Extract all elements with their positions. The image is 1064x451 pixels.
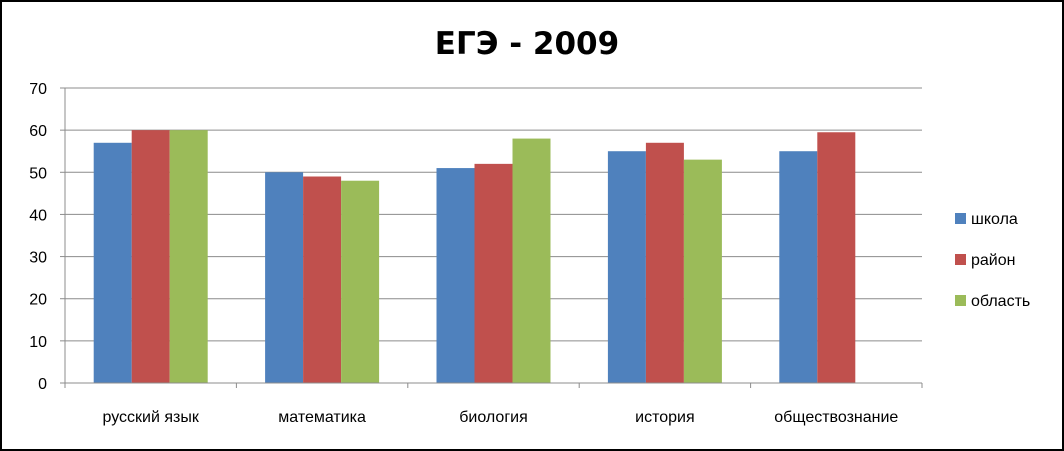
legend-swatch <box>955 295 966 306</box>
legend-label: школа <box>971 211 1018 228</box>
x-axis-category-labels: русский язык математика биология история общ… <box>103 409 899 426</box>
bar-область-математика <box>341 180 380 383</box>
x-category-label: история <box>635 409 694 426</box>
bar-область-русский язык <box>169 130 208 383</box>
legend-label: район <box>971 252 1015 269</box>
y-tick-label: 50 <box>29 165 47 182</box>
x-category-label: математика <box>278 409 366 426</box>
x-category-label: русский язык <box>103 409 200 426</box>
bar-район-русский язык <box>131 130 170 383</box>
y-tick-label: 60 <box>29 123 47 140</box>
y-tick-label: 40 <box>29 207 47 224</box>
bars <box>93 130 856 383</box>
bar-район-биология <box>474 163 513 383</box>
bar-школа-математика <box>265 172 304 383</box>
bar-школа-русский язык <box>93 142 132 383</box>
bar-район-обществознание <box>817 132 856 383</box>
bar-школа-обществознание <box>779 151 818 383</box>
bar-школа-биология <box>436 168 475 383</box>
y-axis-tick-labels: 0 10 20 30 40 50 60 70 <box>29 81 47 393</box>
y-tick-label: 10 <box>29 334 47 351</box>
chart-title: ЕГЭ - 2009 <box>435 26 619 62</box>
bar-школа-история <box>607 151 646 383</box>
legend-label: область <box>971 293 1030 310</box>
legend-swatch <box>955 213 966 224</box>
y-tick-label: 20 <box>29 292 47 309</box>
axes <box>60 87 923 388</box>
bar-район-история <box>645 142 684 383</box>
bar-область-биология <box>512 138 551 383</box>
y-tick-label: 0 <box>38 376 47 393</box>
x-category-label: обществознание <box>774 409 898 426</box>
legend: школа район область <box>955 211 1030 310</box>
y-tick-label: 70 <box>29 81 47 98</box>
x-category-label: биология <box>459 409 528 426</box>
legend-swatch <box>955 254 966 265</box>
bar-район-математика <box>303 176 342 383</box>
y-tick-label: 30 <box>29 250 47 267</box>
bar-область-история <box>683 159 722 383</box>
